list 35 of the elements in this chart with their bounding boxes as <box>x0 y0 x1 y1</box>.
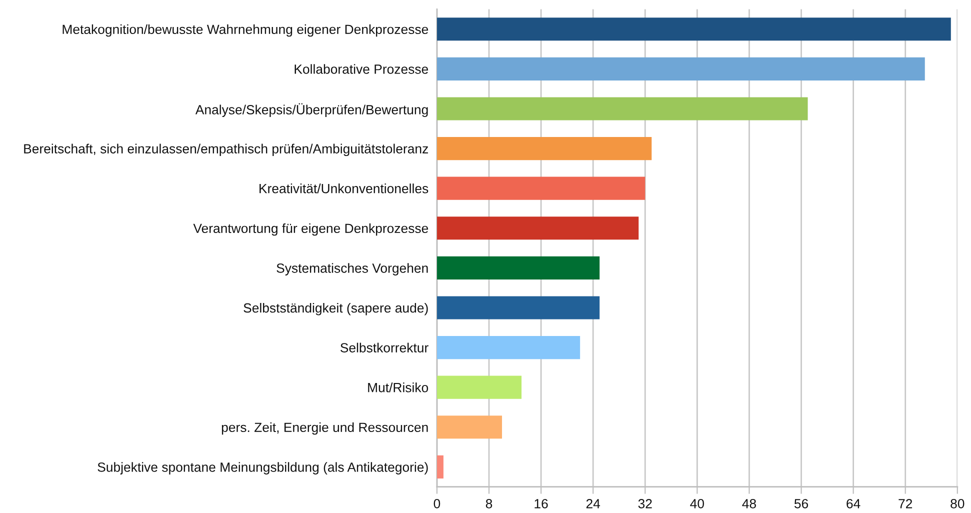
x-tick-label: 32 <box>638 498 652 508</box>
x-tick-label: 24 <box>586 498 600 508</box>
bar <box>436 97 808 120</box>
bar <box>436 136 652 160</box>
y-tick-label: Systematisches Vorgehen <box>276 263 428 276</box>
x-tick-label: 48 <box>742 498 756 508</box>
y-tick-label: Verantwortung für eigene Denkprozesse <box>193 223 428 236</box>
y-tick-label: Metakognition/bewusste Wahrnehmung eigener Denkprozesse <box>62 24 428 37</box>
x-tick-label: 8 <box>486 498 492 508</box>
x-tick-label: 80 <box>950 498 964 508</box>
x-tick-label: 0 <box>434 498 440 508</box>
bar <box>436 216 639 240</box>
bar <box>436 57 925 80</box>
x-tick-label: 72 <box>898 498 912 508</box>
y-tick-label: Mut/Risiko <box>368 382 428 392</box>
bar <box>436 416 502 439</box>
y-tick-label: Selbstständigkeit (sapere aude) <box>244 302 428 316</box>
bar <box>436 336 580 360</box>
x-tick-label: 56 <box>794 498 808 508</box>
y-tick-label: Kreativität/Unkonventionelles <box>260 184 428 194</box>
bar <box>436 296 600 320</box>
bar <box>436 455 444 478</box>
y-tick-label: Bereitschaft, sich einzulassen/empathisch prüfen/Ambiguitätstoleranz <box>24 144 428 156</box>
x-tick-label: 64 <box>846 498 860 508</box>
y-tick-label: Analyse/Skepsis/Überprüfen/Bewertung <box>195 103 428 117</box>
bar <box>436 18 951 41</box>
y-tick-label: pers. Zeit, Energie und Ressourcen <box>222 422 428 435</box>
bar <box>436 256 600 280</box>
y-tick-label: Selbstkorrektur <box>340 342 428 352</box>
y-tick-label: Kollaborative Prozesse <box>294 64 428 74</box>
x-tick-label: 40 <box>690 498 704 508</box>
bar <box>436 376 522 399</box>
x-tick-label: 16 <box>534 498 548 508</box>
bar <box>436 176 646 200</box>
y-tick-label: Subjektive spontane Meinungsbildung (als Antikategorie) <box>98 462 428 474</box>
